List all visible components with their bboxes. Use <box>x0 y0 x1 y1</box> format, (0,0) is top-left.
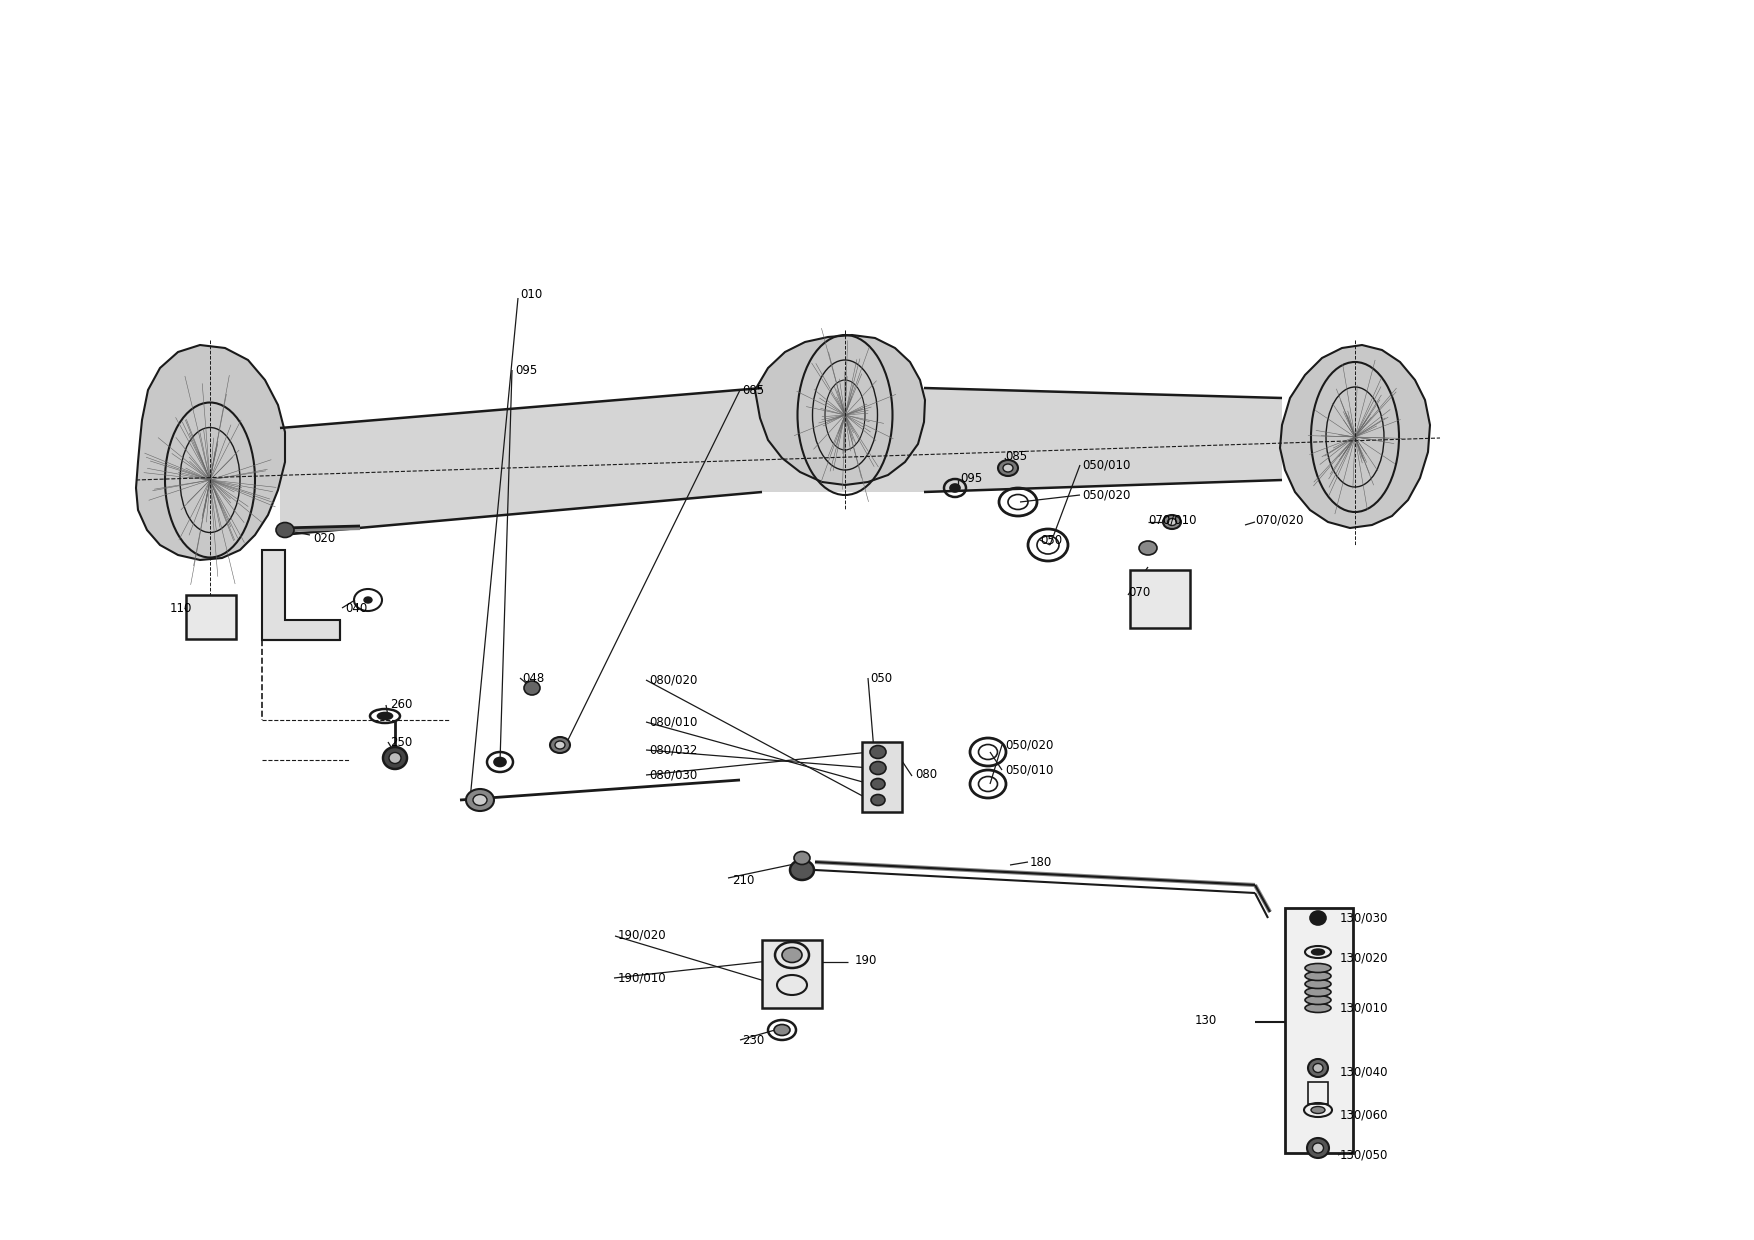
Ellipse shape <box>1163 515 1180 529</box>
Ellipse shape <box>1168 518 1177 526</box>
Ellipse shape <box>524 681 540 694</box>
Ellipse shape <box>782 947 802 962</box>
Ellipse shape <box>551 737 570 753</box>
Text: 080/032: 080/032 <box>649 744 698 756</box>
Text: 050/020: 050/020 <box>1005 739 1054 751</box>
Text: 085: 085 <box>742 383 765 397</box>
Text: 130/010: 130/010 <box>1340 1002 1389 1014</box>
Text: 010: 010 <box>519 289 542 301</box>
Ellipse shape <box>1312 1143 1324 1153</box>
Ellipse shape <box>795 852 810 864</box>
Text: 130/040: 130/040 <box>1340 1065 1389 1079</box>
Text: 020: 020 <box>312 532 335 544</box>
Text: 080/030: 080/030 <box>649 769 698 781</box>
Text: 070: 070 <box>1128 587 1151 599</box>
Text: 040: 040 <box>346 601 367 615</box>
Text: 050: 050 <box>870 672 893 684</box>
Text: 095: 095 <box>516 363 537 377</box>
Ellipse shape <box>474 795 488 806</box>
Ellipse shape <box>382 746 407 769</box>
Text: 130: 130 <box>1194 1013 1217 1027</box>
Text: 130/020: 130/020 <box>1340 951 1389 965</box>
Ellipse shape <box>467 789 495 811</box>
Text: 050/020: 050/020 <box>1082 489 1130 501</box>
Ellipse shape <box>1308 1059 1328 1078</box>
Ellipse shape <box>870 761 886 775</box>
Text: 095: 095 <box>959 471 982 485</box>
Text: 110: 110 <box>170 601 193 615</box>
Text: 070/020: 070/020 <box>1256 513 1303 527</box>
Ellipse shape <box>951 484 959 492</box>
Text: 080/020: 080/020 <box>649 673 698 687</box>
Ellipse shape <box>495 758 505 766</box>
Bar <box>861 742 902 812</box>
Polygon shape <box>281 388 1282 534</box>
Ellipse shape <box>377 713 393 719</box>
Ellipse shape <box>1138 541 1158 556</box>
Polygon shape <box>137 345 284 560</box>
Text: 260: 260 <box>389 698 412 712</box>
Text: 190/010: 190/010 <box>617 971 667 985</box>
Text: 085: 085 <box>1005 450 1028 463</box>
Ellipse shape <box>554 742 565 749</box>
Ellipse shape <box>789 861 814 880</box>
Ellipse shape <box>1305 996 1331 1004</box>
Ellipse shape <box>872 795 886 806</box>
Text: 080/010: 080/010 <box>649 715 698 729</box>
Ellipse shape <box>1310 911 1326 925</box>
Text: 050/010: 050/010 <box>1082 459 1130 471</box>
Text: 130/030: 130/030 <box>1340 911 1389 925</box>
Ellipse shape <box>1312 949 1324 955</box>
Ellipse shape <box>1310 1106 1324 1114</box>
Text: 190/020: 190/020 <box>617 929 667 941</box>
Text: 190: 190 <box>854 954 877 966</box>
Bar <box>1130 570 1189 627</box>
Ellipse shape <box>275 522 295 537</box>
Ellipse shape <box>1305 971 1331 981</box>
Text: 130/060: 130/060 <box>1340 1109 1389 1121</box>
Text: 250: 250 <box>389 735 412 749</box>
Text: 230: 230 <box>742 1033 765 1047</box>
Ellipse shape <box>1305 987 1331 997</box>
Bar <box>761 940 823 1008</box>
Ellipse shape <box>365 596 372 603</box>
Ellipse shape <box>1307 1138 1330 1158</box>
Text: 130/050: 130/050 <box>1340 1148 1389 1162</box>
Text: 070/010: 070/010 <box>1149 513 1196 527</box>
Ellipse shape <box>1314 1064 1323 1073</box>
Polygon shape <box>754 335 924 485</box>
Ellipse shape <box>774 1024 789 1035</box>
Bar <box>1286 908 1352 1153</box>
Ellipse shape <box>870 745 886 759</box>
Text: 048: 048 <box>523 672 544 684</box>
Polygon shape <box>1280 345 1430 528</box>
Text: 080: 080 <box>916 769 937 781</box>
Text: 050: 050 <box>1040 533 1063 547</box>
Text: 050/010: 050/010 <box>1005 764 1054 776</box>
Text: 180: 180 <box>1030 856 1052 868</box>
Ellipse shape <box>1003 464 1014 472</box>
Bar <box>1308 1083 1328 1104</box>
Ellipse shape <box>389 753 402 764</box>
Ellipse shape <box>998 460 1017 476</box>
Text: 210: 210 <box>731 873 754 887</box>
Ellipse shape <box>872 779 886 790</box>
Ellipse shape <box>1305 1003 1331 1013</box>
Bar <box>186 595 237 639</box>
Ellipse shape <box>1305 980 1331 988</box>
Ellipse shape <box>1305 963 1331 972</box>
Polygon shape <box>261 551 340 640</box>
